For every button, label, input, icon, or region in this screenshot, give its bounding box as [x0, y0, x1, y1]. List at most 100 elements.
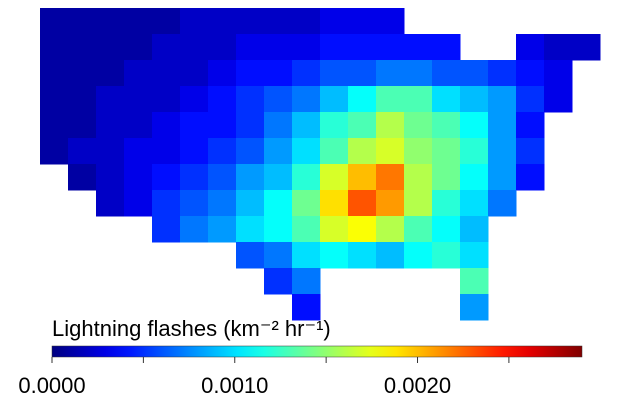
map-cell [68, 60, 97, 87]
map-cell [292, 8, 321, 35]
map-cell [208, 60, 237, 87]
map-cell [460, 138, 489, 165]
map-cell [348, 164, 377, 191]
map-cell [96, 190, 125, 217]
map-cell [348, 60, 377, 87]
map-cell [96, 164, 125, 191]
map-cell [264, 60, 293, 87]
map-cell [320, 242, 349, 269]
map-cell [264, 138, 293, 165]
map-cell [488, 112, 517, 139]
map-cell [236, 216, 265, 243]
tick-label: 0.0000 [18, 373, 85, 398]
map-cell [292, 164, 321, 191]
map-cell [236, 86, 265, 113]
map-cell [208, 138, 237, 165]
map-cell [404, 164, 433, 191]
map-cell [68, 138, 97, 165]
map-cell [152, 216, 181, 243]
map-cell [432, 216, 461, 243]
map-cell [292, 86, 321, 113]
map-cell [516, 34, 545, 61]
map-cell [152, 60, 181, 87]
map-cell [40, 60, 69, 87]
map-cell [488, 60, 517, 87]
map-cell [320, 190, 349, 217]
map-cell [124, 112, 153, 139]
map-cell [68, 86, 97, 113]
map-cell [264, 86, 293, 113]
map-cell [208, 216, 237, 243]
map-cell [432, 112, 461, 139]
map-cell [124, 8, 153, 35]
map-cell [152, 8, 181, 35]
map-cell [460, 164, 489, 191]
map-cell [488, 164, 517, 191]
map-cell [236, 8, 265, 35]
map-cell [376, 242, 405, 269]
map-cell [180, 86, 209, 113]
map-cell [348, 138, 377, 165]
map-cell [320, 164, 349, 191]
map-cell [320, 86, 349, 113]
colorbar-axis: 0.0000 0.0010 0.0020 [18, 357, 510, 398]
map-cell [292, 190, 321, 217]
map-cell [124, 164, 153, 191]
map-cell [96, 86, 125, 113]
map-cell [292, 112, 321, 139]
map-cell [236, 164, 265, 191]
map-cell [348, 242, 377, 269]
map-cell [432, 190, 461, 217]
map-cell [432, 86, 461, 113]
map-cell [236, 242, 265, 269]
map-cell [404, 190, 433, 217]
map-cell [460, 86, 489, 113]
map-cell [40, 8, 69, 35]
map-cell [376, 138, 405, 165]
map-cell [180, 190, 209, 217]
map-cell [292, 34, 321, 61]
map-cell [488, 86, 517, 113]
map-cell [208, 190, 237, 217]
map-cell [236, 60, 265, 87]
map-cell [516, 138, 545, 165]
map-cell [124, 34, 153, 61]
map-cell [460, 294, 489, 321]
map-cell [460, 190, 489, 217]
map-cell [404, 242, 433, 269]
map-cell [152, 86, 181, 113]
map-cell [376, 8, 405, 35]
map-cell [96, 34, 125, 61]
map-cell [320, 216, 349, 243]
map-cell [264, 190, 293, 217]
map-cell [376, 216, 405, 243]
map-cell [152, 190, 181, 217]
map-cell [376, 86, 405, 113]
map-cell [180, 60, 209, 87]
map-cell [348, 8, 377, 35]
map-cell [460, 60, 489, 87]
map-cell [488, 138, 517, 165]
map-cell [544, 86, 573, 113]
map-cell [264, 164, 293, 191]
map-cell [404, 34, 433, 61]
map-cell [40, 86, 69, 113]
map-cell [516, 164, 545, 191]
map-cell [96, 60, 125, 87]
map-cell [236, 112, 265, 139]
map-cell [432, 164, 461, 191]
map-cell [516, 60, 545, 87]
map-cell [572, 34, 601, 61]
map-cell [544, 34, 573, 61]
map-cell [376, 60, 405, 87]
map-cell [180, 34, 209, 61]
map-cell [124, 60, 153, 87]
map-cell [404, 112, 433, 139]
map-cell [376, 34, 405, 61]
map-cell [208, 34, 237, 61]
map-cell [264, 216, 293, 243]
map-cell [544, 60, 573, 87]
map-cell [292, 294, 321, 321]
map-cell [68, 164, 97, 191]
